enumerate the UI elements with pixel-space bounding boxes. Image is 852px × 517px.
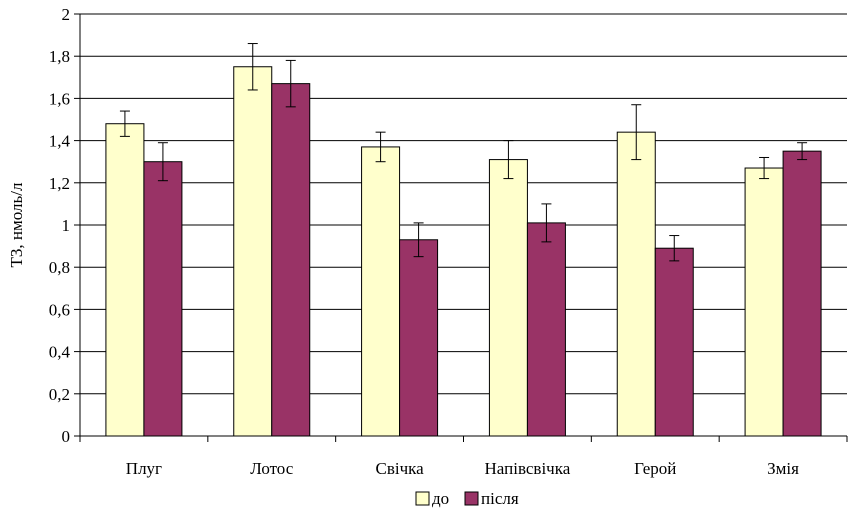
y-tick-labels: 0 0,2 0,4 0,6 0,8 1 1,2 1,4 1,6 1,8 2 — [49, 5, 71, 446]
bar-before — [233, 66, 273, 437]
bar-before — [616, 131, 656, 437]
y-tick-label: 1,4 — [49, 132, 71, 151]
axes — [74, 13, 848, 442]
y-tick-label: 1,8 — [49, 47, 70, 66]
bar-after — [143, 161, 183, 437]
bar-before — [361, 146, 401, 437]
y-tick-label: 1 — [62, 216, 71, 235]
y-tick-label: 2 — [62, 5, 71, 24]
y-tick-label: 0 — [62, 427, 71, 446]
x-tick-label: Плуг — [126, 459, 162, 478]
error-bars — [119, 43, 808, 262]
legend: до після — [415, 489, 519, 508]
x-tick-label: Свічка — [375, 459, 424, 478]
bar-after — [782, 150, 822, 437]
x-tick-label: Змія — [767, 459, 799, 478]
y-tick-label: 0,4 — [49, 343, 71, 362]
legend-swatch-after — [464, 491, 479, 506]
bar-after — [654, 247, 694, 437]
bar-before — [488, 159, 528, 437]
y-tick-label: 0,2 — [49, 385, 70, 404]
bars — [105, 66, 822, 437]
y-tick-label: 1,2 — [49, 174, 70, 193]
y-tick-label: 0,6 — [49, 300, 70, 319]
y-tick-label: 0,8 — [49, 258, 70, 277]
bar-after — [526, 222, 566, 437]
x-tick-labels: Плуг Лотос Свічка Напівсвічка Герой Змія — [126, 459, 799, 478]
y-tick-label: 1,6 — [49, 89, 70, 108]
x-tick-label: Лотос — [250, 459, 294, 478]
x-tick-label: Напівсвічка — [485, 459, 571, 478]
bar-after — [399, 239, 439, 437]
legend-swatch-before — [415, 491, 430, 506]
bar-after — [271, 83, 311, 437]
bar-before — [105, 123, 145, 437]
x-tick-label: Герой — [634, 459, 676, 478]
legend-label: до — [432, 489, 449, 508]
bar-before — [744, 167, 784, 437]
y-axis-title: Т3, нмоль/л — [7, 182, 26, 267]
legend-label: після — [481, 489, 519, 508]
gridlines — [80, 13, 847, 395]
